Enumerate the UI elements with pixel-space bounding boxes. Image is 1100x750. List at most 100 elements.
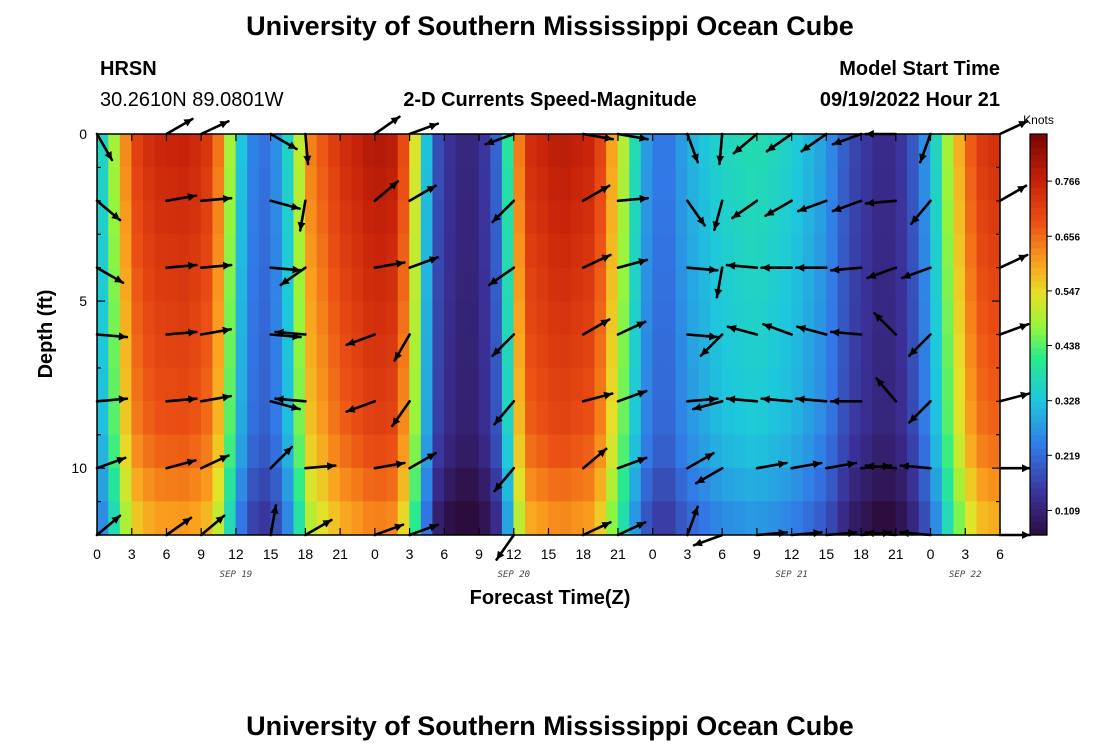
heatmap-cell: [270, 167, 283, 202]
heatmap-cell: [328, 434, 341, 469]
heatmap-cell: [200, 434, 214, 469]
arrow-head: [395, 259, 405, 268]
heatmap-cell: [166, 401, 179, 436]
current-arrow: [831, 132, 863, 146]
heatmap-cell: [362, 300, 376, 335]
heatmap-cell: [918, 200, 931, 235]
heatmap-cell: [119, 467, 133, 502]
heatmap-cell: [328, 267, 341, 302]
heatmap-cell: [721, 401, 735, 436]
arrow-head: [492, 213, 501, 222]
heatmap-cell: [814, 434, 827, 469]
current-arrow: [95, 514, 122, 537]
heatmap-cell: [802, 334, 816, 369]
arrow-head: [118, 332, 127, 341]
heatmap-cell: [316, 200, 329, 235]
heatmap-cell: [964, 467, 978, 502]
heatmap-cell: [988, 434, 1000, 469]
current-arrow: [581, 391, 614, 403]
heatmap-cell: [224, 467, 237, 502]
heatmap-cell: [663, 434, 677, 469]
heatmap-cell: [791, 334, 804, 369]
heatmap-cell: [177, 434, 190, 469]
current-arrow: [165, 117, 194, 136]
heatmap-cell: [559, 367, 572, 402]
arrow-head: [1019, 323, 1029, 331]
heatmap-cell: [756, 501, 769, 535]
heatmap-cell: [918, 434, 931, 469]
heatmap-cell: [362, 134, 376, 168]
heatmap-cell: [432, 233, 445, 268]
heatmap-cell: [791, 367, 804, 402]
heatmap-cell: [941, 434, 954, 469]
arrow-head: [394, 351, 402, 361]
current-arrow: [866, 266, 898, 280]
heatmap-cell: [976, 300, 989, 335]
heatmap-cell: [849, 434, 862, 469]
current-arrow: [824, 460, 858, 470]
colorbar-swatch: [1030, 528, 1047, 536]
arrow-head: [832, 204, 842, 213]
heatmap-cell: [536, 200, 549, 235]
heatmap-cell: [270, 367, 283, 402]
colorbar-swatch: [1030, 441, 1047, 449]
heatmap-cell: [235, 501, 248, 535]
heatmap-cell: [235, 334, 248, 369]
colorbar-swatch: [1030, 374, 1047, 382]
heatmap-cell: [814, 501, 827, 535]
arrow-head: [636, 522, 646, 530]
heatmap-cell: [872, 200, 885, 235]
heatmap-cell: [640, 300, 653, 335]
heatmap-cell: [270, 233, 283, 268]
heatmap-cell: [339, 434, 352, 469]
heatmap-cell: [362, 200, 376, 235]
heatmap-cell: [143, 167, 156, 202]
heatmap-cell: [362, 467, 376, 502]
arrow-head: [865, 462, 875, 471]
heatmap-cell: [582, 501, 596, 535]
heatmap-cell: [409, 200, 422, 235]
heatmap-cell: [663, 233, 677, 268]
current-arrow: [998, 253, 1029, 270]
heatmap-cell: [281, 300, 295, 335]
heatmap-cell: [779, 300, 792, 335]
x-tick-label: 9: [475, 546, 483, 562]
heatmap-cell: [768, 233, 781, 268]
heatmap-cell: [432, 267, 445, 302]
heatmap-cell: [710, 300, 723, 335]
heatmap-cell: [409, 467, 422, 502]
heatmap-cell: [756, 167, 769, 202]
heatmap-cell: [97, 134, 109, 168]
heatmap-cell: [386, 267, 399, 302]
heatmap-cell: [745, 167, 758, 202]
heatmap-cell: [640, 467, 653, 502]
heatmap-cell: [663, 467, 677, 502]
heatmap-cell: [837, 167, 850, 202]
heatmap-cell: [478, 434, 491, 469]
colorbar-swatch: [1030, 408, 1047, 416]
heatmap-cell: [444, 334, 457, 369]
arrow-head: [222, 393, 231, 402]
current-arrow: [199, 326, 232, 336]
heatmap-cell: [976, 501, 989, 535]
heatmap-cell: [97, 501, 109, 535]
heatmap-cell: [883, 367, 897, 402]
current-arrow: [686, 505, 700, 537]
heatmap-cell: [166, 300, 179, 335]
heatmap-cell: [235, 434, 248, 469]
heatmap-cell: [814, 233, 827, 268]
heatmap-cell: [235, 300, 248, 335]
heatmap-cell: [235, 367, 248, 402]
heatmap-cell: [513, 134, 526, 168]
heatmap-cell: [953, 367, 966, 402]
current-arrow: [686, 395, 719, 404]
arrow-head: [183, 119, 193, 127]
heatmap-cell: [432, 401, 445, 436]
heatmap-cell: [872, 134, 885, 168]
heatmap-cell: [976, 467, 989, 502]
arrow-head: [709, 265, 718, 274]
heatmap-cell: [258, 367, 271, 402]
heatmap-cell: [281, 167, 295, 202]
arrow-head: [1018, 254, 1028, 262]
arrow-head: [222, 326, 231, 335]
